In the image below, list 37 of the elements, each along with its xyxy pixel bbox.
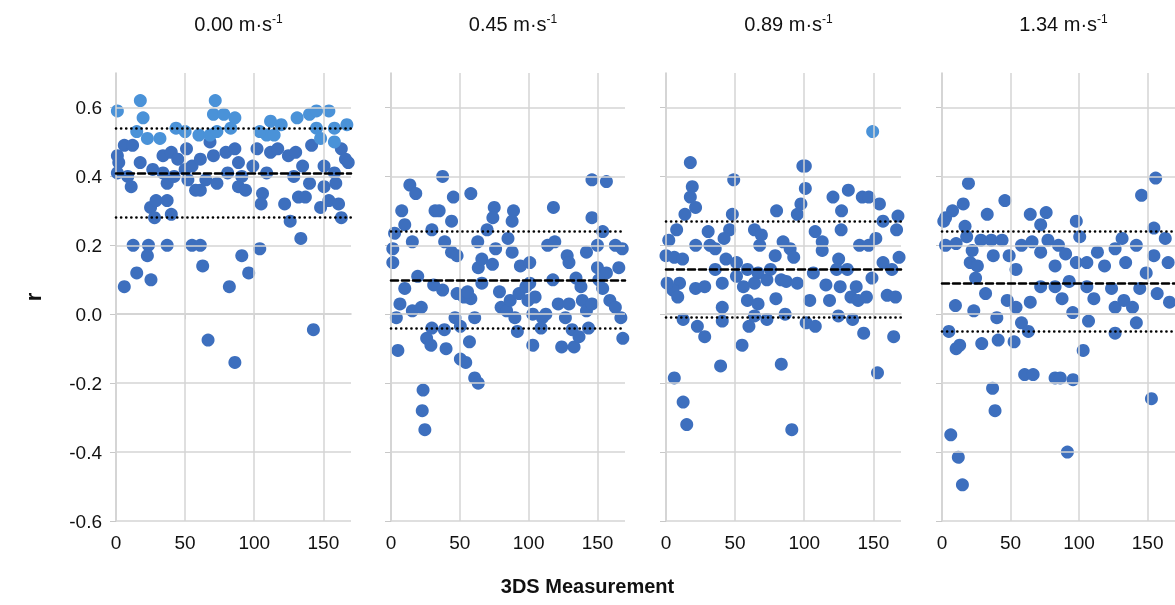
point: [153, 131, 167, 145]
y-tick-label: 0.2: [75, 234, 102, 256]
x-tick-label: 0: [660, 532, 672, 553]
point: [290, 111, 304, 125]
point: [340, 118, 354, 132]
point: [192, 128, 206, 142]
y-tick-label: -0.6: [69, 510, 102, 532]
x-tick-label: 50: [449, 532, 471, 553]
point: [327, 135, 341, 149]
point: [264, 114, 278, 128]
x-tick-label: 0: [936, 532, 948, 553]
x-tick-label: 100: [238, 532, 271, 553]
x-axis-title: 3DS Measurement: [499, 575, 676, 598]
x-tick-label: 150: [307, 532, 340, 553]
x-tick-label: 0: [110, 532, 122, 553]
y-tick-label: -0.4: [69, 441, 103, 463]
x-tick-label: 50: [724, 532, 746, 553]
point: [217, 107, 231, 121]
x-tick-label: 150: [581, 532, 614, 553]
point: [136, 111, 150, 125]
point: [140, 131, 154, 145]
x-tick-label: 100: [788, 532, 821, 553]
x-tick-label: 150: [1131, 532, 1164, 553]
y-tick-label: 0.4: [75, 165, 103, 187]
x-tick-label: 0: [385, 532, 397, 553]
x-tick-label: 100: [1063, 532, 1095, 553]
x-tick-label: 50: [174, 532, 196, 553]
y-axis-title: r: [20, 292, 46, 302]
x-tick-label: 50: [999, 532, 1022, 553]
x-tick-label: 100: [512, 532, 545, 553]
point: [208, 94, 222, 108]
point: [228, 111, 242, 125]
y-tick-label: 0.6: [75, 96, 102, 118]
x-tick-label: 150: [857, 532, 890, 553]
y-tick-label: 0.0: [75, 303, 102, 325]
y-tick-label: -0.2: [69, 372, 102, 394]
point: [133, 94, 147, 108]
